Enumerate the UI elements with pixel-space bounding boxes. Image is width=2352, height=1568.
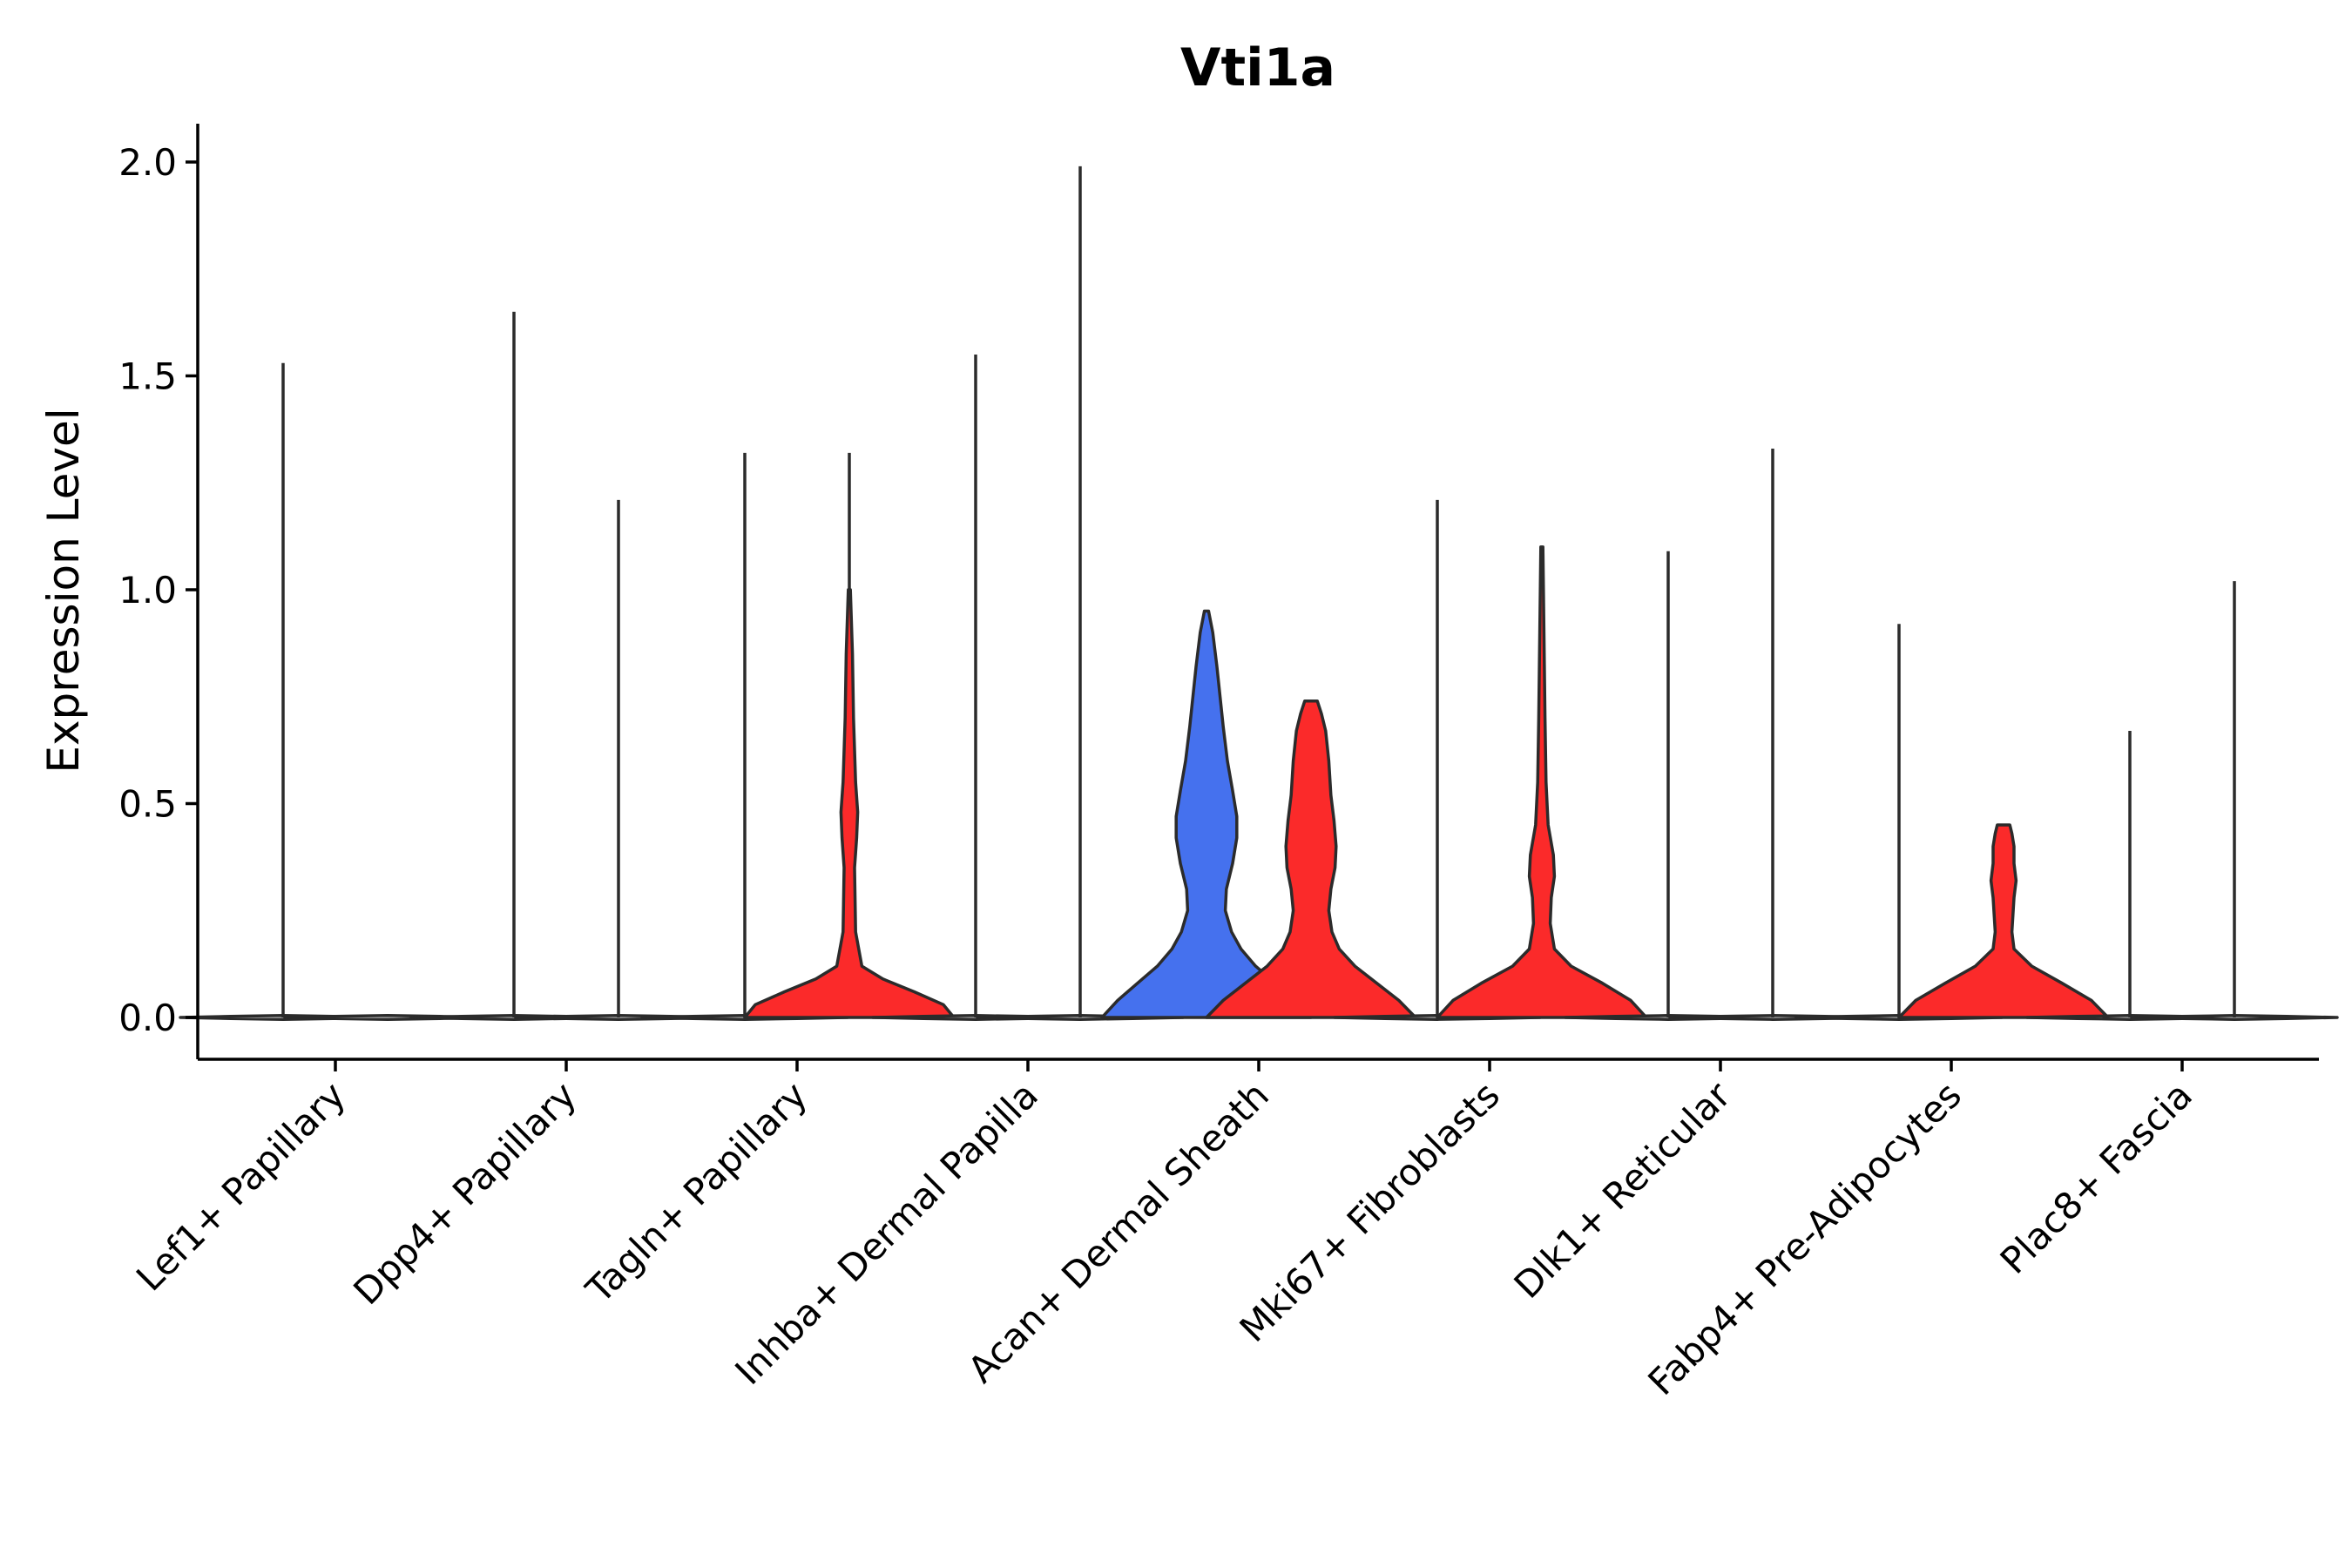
x-tick-label: Tagln+ Papillary: [578, 1073, 815, 1311]
violin-group: [1333, 499, 1648, 1021]
x-tick-label: Dpp4+ Papillary: [345, 1073, 585, 1313]
y-ticks: 0.0 0.5 1.0 1.5 2.0: [118, 141, 198, 1039]
violin-group: [1794, 624, 2110, 1021]
y-tick-label: 1.5: [118, 355, 177, 398]
violin-group: [2025, 581, 2339, 1021]
violin-group: [871, 166, 1185, 1021]
violin-group: [409, 311, 723, 1021]
violin-body: [1100, 609, 1313, 1019]
violin-body: [1897, 823, 2110, 1019]
y-tick-label: 1.0: [118, 569, 177, 612]
violin-group: [640, 452, 956, 1021]
violin-body: [1436, 545, 1648, 1019]
x-tick-label: Lef1+ Papillary: [128, 1073, 354, 1299]
violin-group: [179, 362, 492, 1021]
violin-group: [1100, 609, 1417, 1019]
violin-layer: [179, 166, 2339, 1021]
x-tick-label: Dlk1+ Reticular: [1506, 1073, 1740, 1307]
x-tick-label: Mki67+ Fibroblasts: [1232, 1073, 1508, 1349]
x-tick-label: Plac8+ Fascia: [1992, 1073, 2200, 1281]
y-tick-label: 2.0: [118, 141, 177, 184]
y-tick-label: 0.0: [118, 997, 177, 1039]
y-axis-label: Expression Level: [38, 408, 89, 773]
y-tick-label: 0.5: [118, 783, 177, 826]
chart-title: Vti1a: [1180, 37, 1335, 98]
violin-body: [1205, 699, 1417, 1019]
violin-group: [1564, 448, 1877, 1021]
violin-body: [743, 588, 956, 1019]
